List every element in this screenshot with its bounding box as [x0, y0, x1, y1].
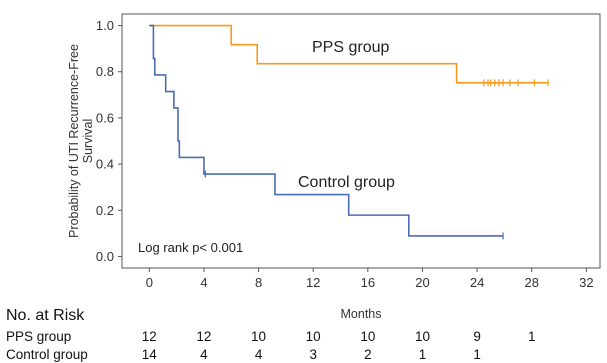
y-tick-label: 1.0	[96, 18, 114, 33]
risk-value: 9	[473, 329, 481, 344]
risk-table-title: No. at Risk	[6, 307, 85, 324]
x-tick-label: 16	[361, 275, 375, 290]
y-tick-label: 0.4	[96, 157, 114, 172]
risk-value: 1	[528, 329, 536, 344]
series-label-pps: PPS group	[312, 39, 389, 56]
series-label-control: Control group	[298, 174, 395, 191]
x-tick-label: 4	[200, 275, 207, 290]
y-tick-label: 0.8	[96, 64, 114, 79]
axes: 0.0 0.2 0.4 0.6 0.8 1.0 0 4 8 12 16 20 24 28 32	[96, 13, 601, 290]
risk-value: 4	[255, 347, 263, 362]
risk-row-label: Control group	[6, 347, 88, 362]
plot-area	[149, 24, 549, 240]
risk-value: 10	[306, 329, 321, 344]
risk-value: 4	[200, 347, 208, 362]
risk-value: 10	[415, 329, 430, 344]
x-tick-label: 0	[146, 275, 153, 290]
survival-line	[149, 24, 549, 84]
series-pps	[149, 24, 549, 87]
chart-labels: Probability of UTI Recurrence-FreeSurviv…	[67, 39, 395, 321]
risk-value: 14	[142, 347, 158, 362]
risk-value: 1	[473, 347, 481, 362]
risk-value: 10	[251, 329, 266, 344]
risk-value: 12	[196, 329, 211, 344]
risk-row-label: PPS group	[6, 329, 71, 344]
risk-value: 3	[309, 347, 317, 362]
y-tick-label: 0.2	[96, 203, 114, 218]
x-axis-title: Months	[341, 307, 382, 321]
log-rank-annotation: Log rank p< 0.001	[138, 240, 243, 255]
risk-table: No. at Risk PPS group 12 12 10 10 10 10 9 1Contr…	[6, 307, 535, 362]
plot-frame	[121, 13, 601, 269]
x-tick-label: 20	[415, 275, 429, 290]
x-tick-label: 32	[579, 275, 593, 290]
risk-value: 10	[360, 329, 375, 344]
y-tick-label: 0.6	[96, 110, 114, 125]
risk-value: 12	[142, 329, 157, 344]
survival-line	[149, 24, 504, 237]
x-tick-label: 24	[470, 275, 484, 290]
risk-value: 2	[364, 347, 372, 362]
series-control	[149, 24, 504, 240]
risk-value: 1	[419, 347, 427, 362]
y-axis-title: Probability of UTI Recurrence-FreeSurviv…	[67, 44, 95, 238]
x-tick-label: 28	[524, 275, 538, 290]
y-tick-label: 0.0	[96, 249, 114, 264]
x-tick-label: 12	[306, 275, 320, 290]
x-tick-label: 8	[255, 275, 262, 290]
